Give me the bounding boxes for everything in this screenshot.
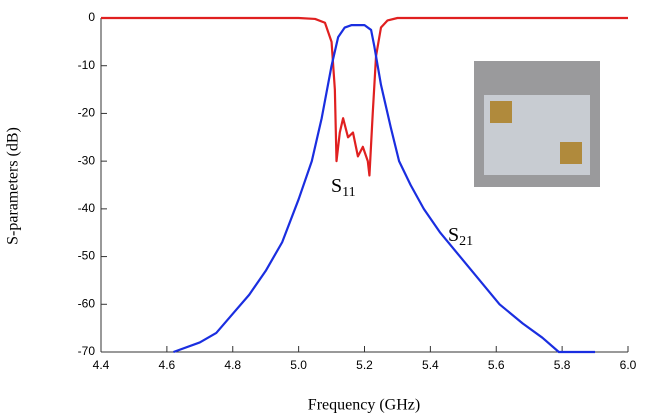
x-tick-label: 4.8 (224, 358, 241, 372)
annotation-text: S (448, 224, 459, 246)
annotation-subscript: 21 (459, 234, 473, 249)
y-tick-label: -50 (78, 249, 96, 263)
annotation: S11 (331, 175, 356, 201)
annotation-subscript: 11 (342, 185, 355, 200)
y-tick-label: -70 (78, 344, 96, 358)
x-tick-label: 5.0 (290, 358, 307, 372)
photo-connector (560, 142, 582, 164)
x-tick-label: 4.4 (93, 358, 110, 372)
y-axis-label: S-parameters (dB) (5, 127, 22, 245)
y-tick-label: -20 (78, 106, 96, 120)
annotation: S21 (448, 224, 473, 250)
x-tick-label: 5.8 (554, 358, 571, 372)
photo-connector (490, 101, 512, 123)
x-tick-label: 4.6 (159, 358, 176, 372)
x-axis-label: Frequency (GHz) (308, 397, 420, 414)
x-tick-label: 6.0 (620, 358, 637, 372)
series-line (101, 16, 628, 177)
y-tick-label: -40 (78, 201, 96, 215)
x-tick-label: 5.2 (356, 358, 373, 372)
y-tick-label: -10 (78, 58, 96, 72)
x-tick-label: 5.4 (422, 358, 439, 372)
y-tick-label: -30 (78, 153, 96, 167)
annotation-text: S (331, 175, 342, 197)
series-line (173, 24, 596, 354)
y-tick-label: -60 (78, 296, 96, 310)
x-tick-label: 5.6 (488, 358, 505, 372)
y-tick-label: 0 (88, 10, 95, 24)
